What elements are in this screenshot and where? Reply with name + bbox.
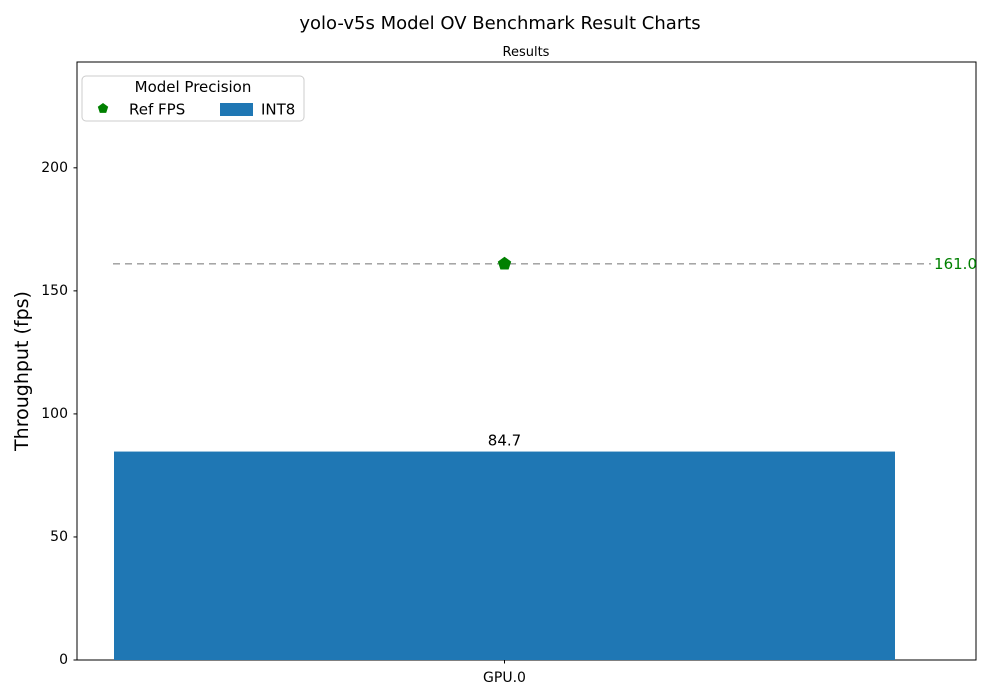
bar-value-label: 84.7 <box>488 432 521 450</box>
legend-title: Model Precision <box>135 78 252 96</box>
plot-content: 0 50 100 150 200 GPU.0 84.7 161.0 <box>41 160 977 686</box>
y-tick-label: 200 <box>41 160 68 176</box>
y-tick-label: 100 <box>41 406 68 422</box>
legend-entry-ref-fps: Ref FPS <box>129 101 185 119</box>
ref-pentagon-marker-icon <box>497 256 512 270</box>
legend-bar-swatch <box>220 103 253 116</box>
int8-bar <box>114 451 895 660</box>
y-tick-label: 0 <box>59 652 68 668</box>
pentagon-marker-icon <box>97 103 109 113</box>
y-axis-label: Throughput (fps) <box>11 291 33 452</box>
figure-title: yolo-v5s Model OV Benchmark Result Chart… <box>299 13 700 34</box>
x-tick-label: GPU.0 <box>483 670 526 686</box>
y-tick-label: 150 <box>41 283 68 299</box>
legend-entry-int8: INT8 <box>261 101 295 119</box>
axes-title: Results <box>503 45 550 60</box>
legend: Model Precision Ref FPS INT8 <box>81 75 305 122</box>
ref-value-label: 161.0 <box>934 255 977 273</box>
y-tick-label: 50 <box>50 529 68 545</box>
